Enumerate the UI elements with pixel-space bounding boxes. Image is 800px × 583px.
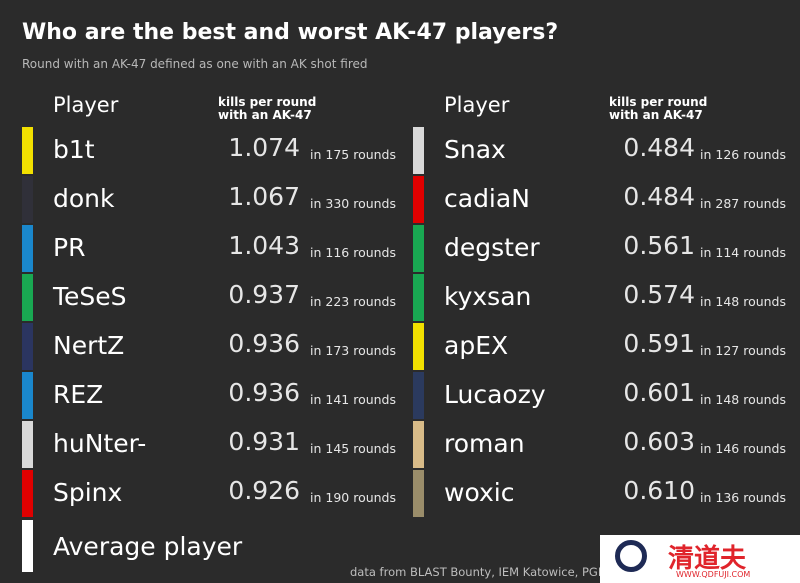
player-name: TeSeS xyxy=(53,282,127,311)
kills-per-round: 0.591 xyxy=(623,329,695,358)
round-count: in 136 rounds xyxy=(700,490,787,505)
color-bar xyxy=(413,176,424,223)
color-bar xyxy=(22,372,33,419)
column-header: with an AK-47 xyxy=(609,108,703,122)
round-count: in 141 rounds xyxy=(310,392,397,407)
player-name: Spinx xyxy=(53,478,123,507)
round-count: in 145 rounds xyxy=(310,441,397,456)
player-name: woxic xyxy=(444,478,515,507)
subtitle: Round with an AK-47 defined as one with … xyxy=(22,57,368,71)
color-bar xyxy=(22,176,33,223)
player-name: Snax xyxy=(444,135,506,164)
round-count: in 146 rounds xyxy=(700,441,787,456)
kills-per-round: 1.074 xyxy=(228,133,300,162)
player-name: cadiaN xyxy=(444,184,530,213)
player-name: huNter- xyxy=(53,429,147,458)
round-count: in 114 rounds xyxy=(700,245,787,260)
watermark-url: WWW.QDFUJI.COM xyxy=(676,570,751,579)
kills-per-round: 0.484 xyxy=(623,133,695,162)
player-name: apEX xyxy=(444,331,509,360)
watermark-logo xyxy=(615,540,647,572)
kills-per-round: 0.561 xyxy=(623,231,695,260)
column-header: with an AK-47 xyxy=(218,108,312,122)
kills-per-round: 0.926 xyxy=(228,476,300,505)
round-count: in 287 rounds xyxy=(700,196,787,211)
kills-per-round: 0.603 xyxy=(623,427,695,456)
player-name: roman xyxy=(444,429,525,458)
player-name: REZ xyxy=(53,380,104,409)
color-bar xyxy=(22,323,33,370)
player-name: kyxsan xyxy=(444,282,532,311)
color-bar xyxy=(413,127,424,174)
kills-per-round: 0.931 xyxy=(228,427,300,456)
round-count: in 223 rounds xyxy=(310,294,397,309)
color-bar xyxy=(413,225,424,272)
color-bar xyxy=(22,421,33,468)
title: Who are the best and worst AK-47 players… xyxy=(22,20,559,45)
watermark-text: 清道夫 xyxy=(668,544,747,574)
kills-per-round: 0.937 xyxy=(228,280,300,309)
round-count: in 116 rounds xyxy=(310,245,397,260)
kills-per-round: 1.043 xyxy=(228,231,300,260)
player-name: donk xyxy=(53,184,115,213)
kills-per-round: 1.067 xyxy=(228,182,300,211)
kills-per-round: 0.936 xyxy=(228,378,300,407)
kills-per-round: 0.574 xyxy=(623,280,695,309)
round-count: in 173 rounds xyxy=(310,343,397,358)
column-header: Player xyxy=(53,93,119,117)
round-count: in 148 rounds xyxy=(700,294,787,309)
kills-per-round: 0.610 xyxy=(623,476,695,505)
player-name: degster xyxy=(444,233,540,262)
color-bar xyxy=(22,520,33,572)
color-bar xyxy=(413,421,424,468)
color-bar xyxy=(413,372,424,419)
average-label: Average player xyxy=(53,532,243,561)
round-count: in 330 rounds xyxy=(310,196,397,211)
player-name: Lucaozy xyxy=(444,380,546,409)
color-bar xyxy=(22,274,33,321)
round-count: in 148 rounds xyxy=(700,392,787,407)
color-bar xyxy=(22,225,33,272)
kills-per-round: 0.484 xyxy=(623,182,695,211)
color-bar xyxy=(22,470,33,517)
round-count: in 175 rounds xyxy=(310,147,397,162)
player-name: b1t xyxy=(53,135,95,164)
round-count: in 126 rounds xyxy=(700,147,787,162)
kills-per-round: 0.936 xyxy=(228,329,300,358)
kills-per-round: 0.601 xyxy=(623,378,695,407)
round-count: in 190 rounds xyxy=(310,490,397,505)
color-bar xyxy=(22,127,33,174)
player-name: PR xyxy=(53,233,86,262)
source-note: data from BLAST Bounty, IEM Katowice, PG… xyxy=(350,565,605,579)
column-header: kills per round xyxy=(609,95,708,109)
player-name: NertZ xyxy=(53,331,125,360)
color-bar xyxy=(413,274,424,321)
color-bar xyxy=(413,323,424,370)
round-count: in 127 rounds xyxy=(700,343,787,358)
color-bar xyxy=(413,470,424,517)
column-header: kills per round xyxy=(218,95,317,109)
column-header: Player xyxy=(444,93,510,117)
